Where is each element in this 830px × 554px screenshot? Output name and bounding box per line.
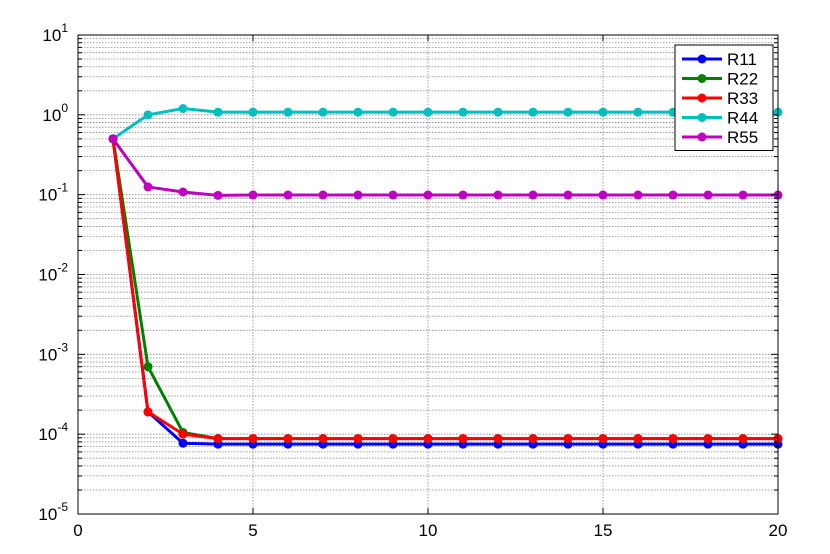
point-r33: [528, 434, 538, 444]
point-r55: [178, 187, 188, 197]
x-axis: 0 5 10 15 20: [73, 35, 787, 540]
point-r44: [458, 107, 468, 117]
x-tick-label: 15: [594, 521, 613, 540]
series-line-r55: [111, 137, 778, 197]
point-r22: [143, 362, 153, 372]
point-r33: [353, 434, 363, 444]
point-r55: [353, 190, 363, 200]
point-r44: [388, 107, 398, 117]
legend-marker-r55: [697, 132, 707, 142]
point-r33: [213, 434, 223, 444]
y-tick-label: 10-5: [38, 500, 68, 524]
point-r55: [528, 190, 538, 200]
point-r55: [423, 190, 433, 200]
point-r44: [493, 107, 503, 117]
point-r55: [563, 190, 573, 200]
series-line-r33: [111, 138, 778, 441]
point-r44: [353, 107, 363, 117]
point-r33: [563, 434, 573, 444]
point-r44: [178, 104, 188, 114]
point-r44: [283, 107, 293, 117]
point-r55: [143, 182, 153, 192]
point-r44: [143, 110, 153, 120]
point-r44: [563, 107, 573, 117]
point-r55: [108, 134, 118, 144]
point-r33: [458, 434, 468, 444]
point-r44: [248, 107, 258, 117]
point-r33: [388, 434, 398, 444]
point-r55: [493, 190, 503, 200]
point-r33: [283, 434, 293, 444]
point-r55: [703, 190, 713, 200]
legend-marker-r11: [697, 54, 707, 64]
x-tick-label: 10: [419, 521, 438, 540]
legend-label-r22: R22: [727, 70, 758, 89]
point-r44: [318, 107, 328, 117]
legend-label-r11: R11: [727, 50, 757, 69]
x-tick-label: 20: [769, 521, 788, 540]
point-r44: [423, 107, 433, 117]
point-r44: [598, 107, 608, 117]
y-tick-label: 10-1: [38, 181, 68, 205]
point-r55: [248, 190, 258, 200]
point-r11: [178, 438, 188, 448]
point-r55: [633, 190, 643, 200]
series-line-r11: [111, 138, 778, 446]
y-tick-label: 101: [42, 21, 68, 45]
point-r33: [493, 434, 503, 444]
point-r44: [213, 107, 223, 117]
point-r33: [423, 434, 433, 444]
point-r33: [143, 407, 153, 417]
point-r55: [318, 190, 328, 200]
legend-label-r44: R44: [727, 109, 758, 128]
point-r33: [318, 434, 328, 444]
y-axis: 10-5 10-4 10-3 10-2 10-1 100 101: [38, 21, 778, 524]
legend-marker-r22: [697, 74, 707, 83]
point-r33: [633, 434, 643, 444]
grid: [78, 35, 778, 514]
x-tick-label: 5: [248, 521, 257, 540]
y-tick-label: 10-2: [38, 261, 68, 285]
point-r33: [668, 434, 678, 444]
point-r55: [388, 190, 398, 200]
point-r33: [598, 434, 608, 444]
point-r55: [213, 190, 223, 200]
y-tick-label: 10-3: [38, 340, 68, 364]
legend-label-r55: R55: [727, 128, 758, 147]
point-r44: [528, 107, 538, 117]
point-r55: [598, 190, 608, 200]
point-r55: [283, 190, 293, 200]
point-r55: [458, 190, 468, 200]
y-tick-label: 100: [42, 101, 68, 125]
point-r33: [703, 434, 713, 444]
point-r55: [668, 190, 678, 200]
point-r55: [738, 190, 748, 200]
legend-label-r33: R33: [727, 89, 758, 108]
y-tick-label: 10-4: [38, 420, 68, 444]
legend-box: [674, 44, 774, 151]
x-tick-label: 0: [73, 521, 82, 540]
series-line-r44: [112, 107, 778, 141]
legend-marker-r33: [697, 93, 707, 103]
legend-marker-r44: [697, 113, 707, 122]
point-r44: [633, 107, 643, 117]
point-r33: [738, 434, 748, 444]
point-r33: [178, 429, 188, 439]
point-r33: [248, 434, 258, 444]
